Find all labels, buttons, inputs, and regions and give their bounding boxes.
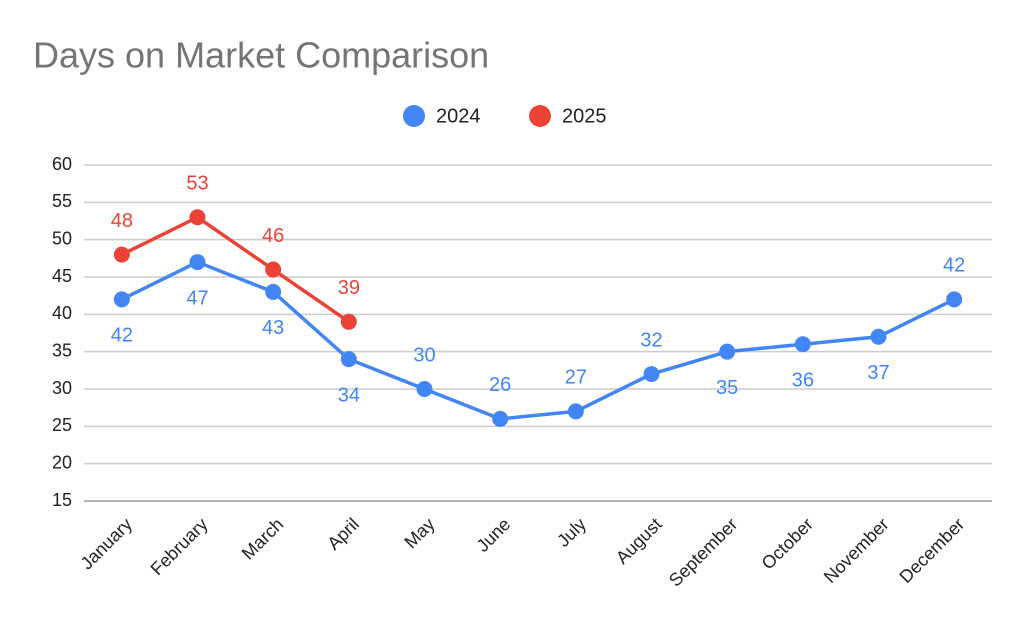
data-point bbox=[643, 366, 660, 383]
data-label: 36 bbox=[792, 369, 814, 391]
data-label: 42 bbox=[943, 255, 965, 277]
legend-marker bbox=[403, 105, 425, 127]
data-label: 27 bbox=[565, 367, 587, 389]
y-tick-label: 20 bbox=[52, 452, 72, 472]
data-point bbox=[719, 343, 736, 360]
y-tick-label: 35 bbox=[52, 340, 72, 360]
data-point bbox=[113, 291, 130, 308]
data-label: 42 bbox=[111, 325, 133, 347]
data-point bbox=[265, 283, 282, 300]
data-label: 47 bbox=[186, 287, 208, 309]
data-point bbox=[946, 291, 963, 308]
series-line bbox=[121, 260, 955, 421]
data-point bbox=[794, 336, 811, 353]
legend-label: 2024 bbox=[436, 105, 481, 127]
data-point bbox=[492, 410, 509, 427]
data-point bbox=[416, 381, 433, 397]
data-point bbox=[567, 403, 584, 420]
y-tick-label: 50 bbox=[52, 228, 72, 248]
legend: 2024 2025 bbox=[403, 105, 607, 127]
data-label: 53 bbox=[186, 173, 208, 195]
data-point bbox=[189, 209, 206, 226]
series-line bbox=[121, 215, 350, 324]
y-tick-label: 55 bbox=[52, 191, 72, 211]
y-tick-label: 60 bbox=[52, 154, 72, 174]
data-label: 46 bbox=[262, 225, 284, 247]
data-label: 37 bbox=[867, 362, 889, 384]
legend-label: 2025 bbox=[562, 105, 607, 127]
y-tick-label: 45 bbox=[52, 266, 72, 286]
data-point bbox=[870, 328, 887, 345]
data-point bbox=[113, 246, 130, 263]
data-label: 26 bbox=[489, 374, 511, 396]
data-point bbox=[340, 313, 357, 330]
data-point bbox=[265, 261, 282, 278]
data-label: 32 bbox=[640, 329, 662, 351]
data-label: 43 bbox=[262, 317, 284, 339]
y-tick-label: 30 bbox=[52, 378, 72, 398]
legend-marker bbox=[529, 105, 551, 127]
data-point bbox=[340, 351, 357, 368]
chart-title: Days on Market Comparison bbox=[33, 35, 489, 76]
data-label: 39 bbox=[338, 277, 360, 299]
data-label: 48 bbox=[111, 210, 133, 232]
data-label: 30 bbox=[413, 344, 435, 366]
y-tick-label: 15 bbox=[52, 490, 72, 510]
y-tick-label: 25 bbox=[52, 415, 72, 435]
data-point bbox=[189, 254, 206, 271]
data-label: 34 bbox=[338, 384, 360, 406]
y-tick-label: 40 bbox=[52, 303, 72, 323]
data-label: 35 bbox=[716, 377, 738, 399]
